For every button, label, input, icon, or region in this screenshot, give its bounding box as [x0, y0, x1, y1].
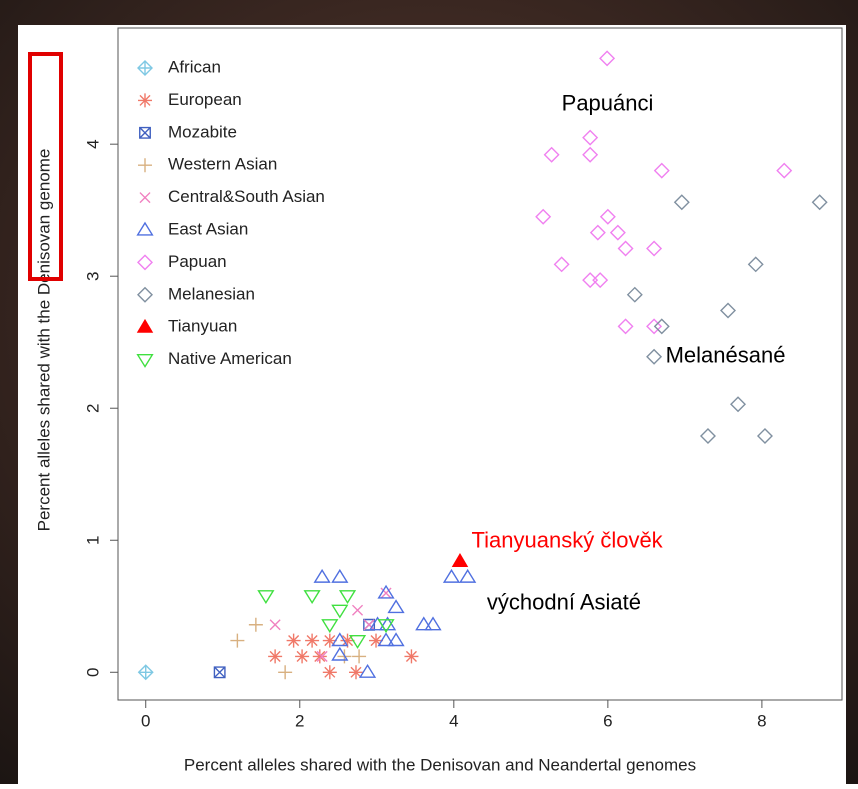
legend-label: Tianyuan — [168, 317, 237, 336]
legend-label: Mozabite — [168, 122, 237, 141]
legend-label: Western Asian — [168, 155, 277, 174]
marker — [295, 649, 309, 663]
x-tick-label: 6 — [603, 711, 612, 730]
x-tick-label: 8 — [757, 711, 766, 730]
legend-label: Papuan — [168, 252, 227, 271]
legend-label: African — [168, 57, 221, 76]
panel — [18, 25, 846, 784]
x-tick-label: 0 — [141, 711, 150, 730]
y-tick-label: 3 — [83, 271, 102, 280]
marker — [404, 649, 418, 663]
annotation: východní Asiaté — [487, 589, 641, 614]
marker — [305, 634, 319, 648]
y-tick-label: 1 — [83, 536, 102, 545]
legend-label: European — [168, 90, 242, 109]
y-axis-label: Percent alleles shared with the Denisova… — [34, 149, 53, 532]
marker — [268, 649, 282, 663]
marker — [313, 649, 327, 663]
legend-label: East Asian — [168, 219, 248, 238]
marker — [287, 634, 301, 648]
x-tick-label: 4 — [449, 711, 458, 730]
annotation: Papuánci — [562, 90, 654, 115]
annotation: Melanésané — [666, 343, 786, 368]
marker — [138, 93, 152, 107]
x-tick-label: 2 — [295, 711, 304, 730]
legend-label: Native American — [168, 349, 292, 368]
chart: Percent alleles shared with the Denisova… — [0, 0, 858, 784]
legend-label: Melanesian — [168, 284, 255, 303]
y-tick-label: 0 — [83, 668, 102, 677]
y-tick-label: 2 — [83, 403, 102, 412]
marker — [323, 665, 337, 679]
legend-label: Central&South Asian — [168, 187, 325, 206]
annotation: Tianyuanský člověk — [472, 527, 664, 552]
y-tick-label: 4 — [83, 139, 102, 148]
x-axis-label: Percent alleles shared with the Denisova… — [184, 755, 696, 774]
